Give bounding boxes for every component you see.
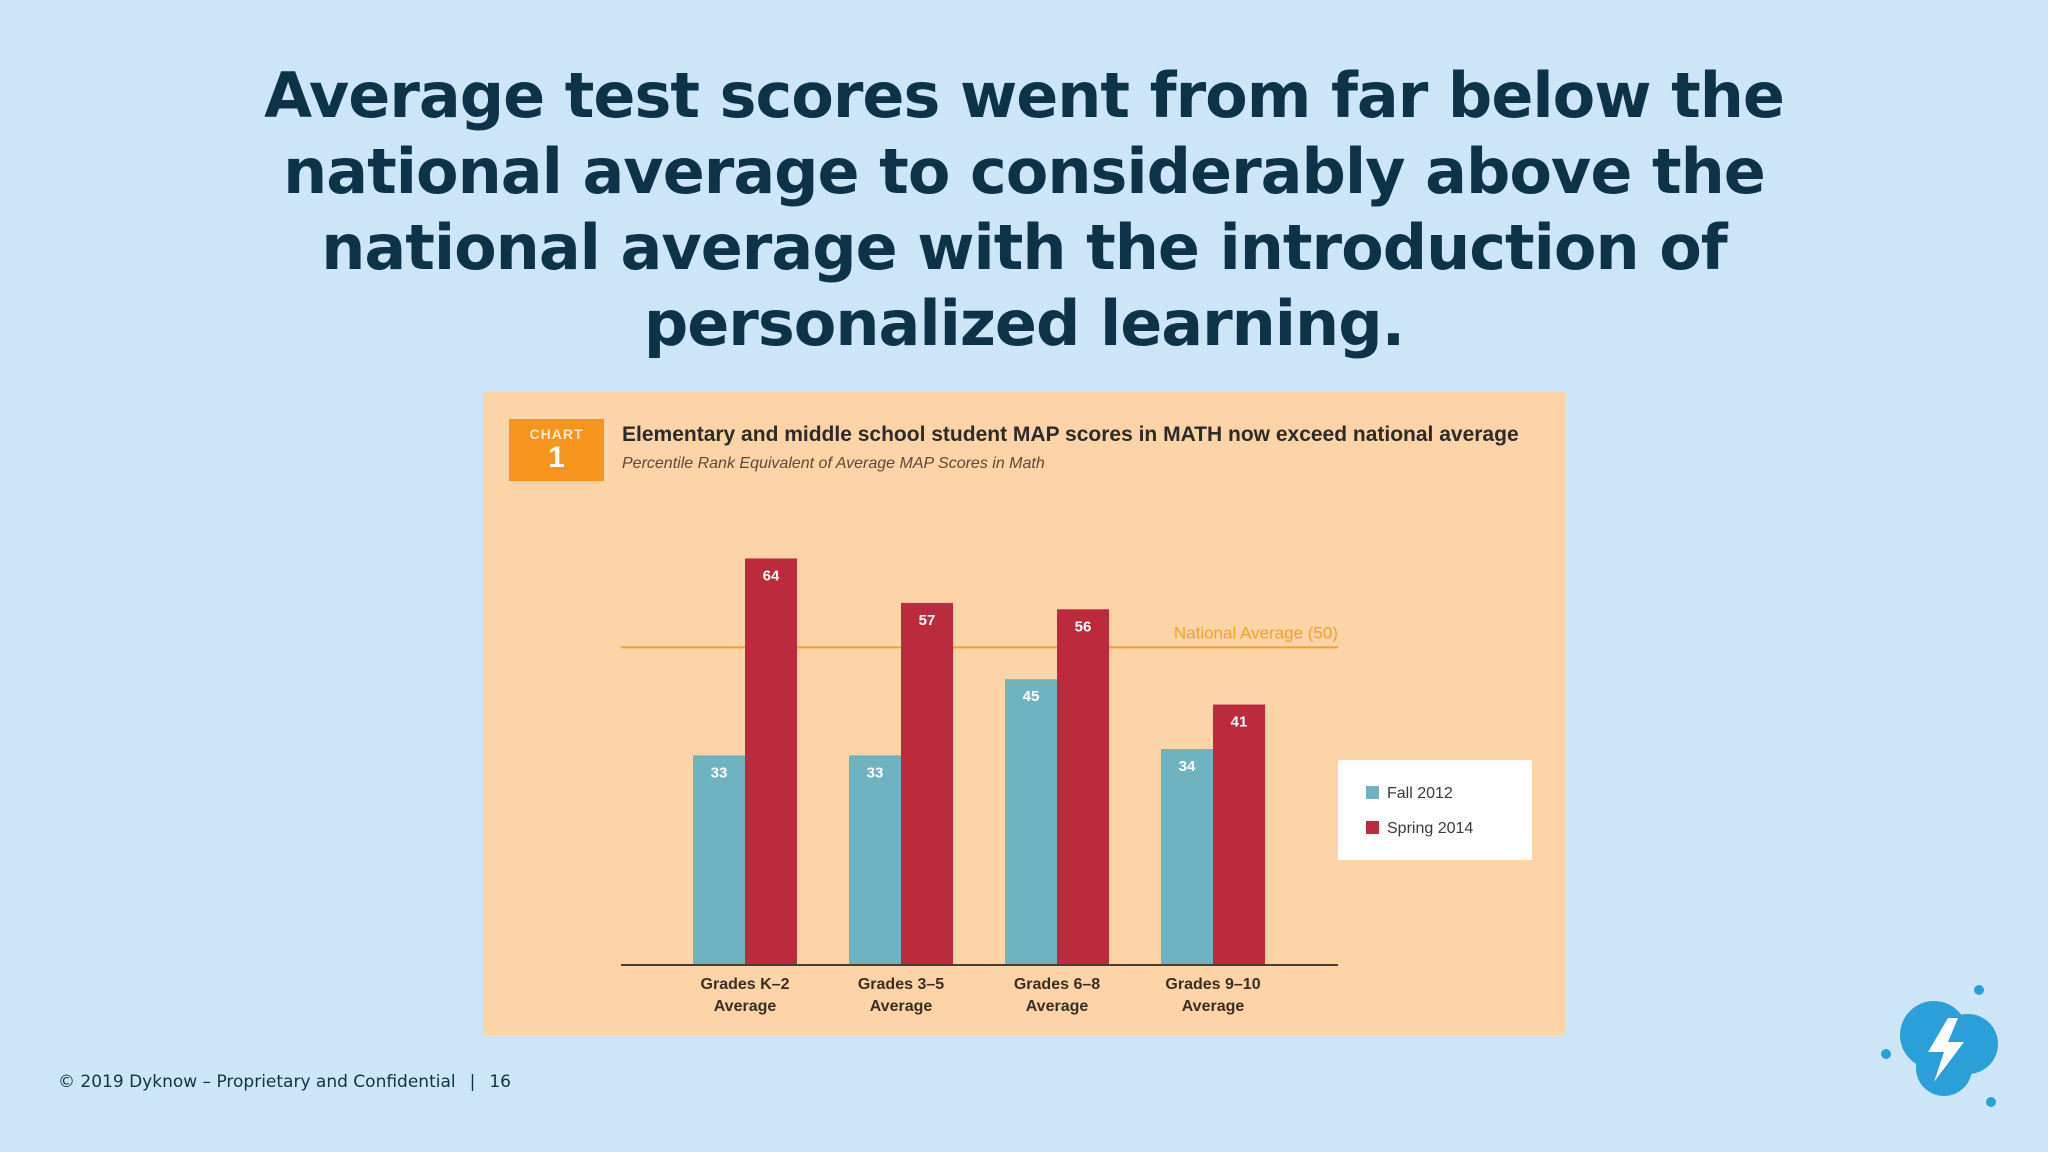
bar-fall-2 [1005, 679, 1057, 965]
category-label-0-1: Average [714, 998, 777, 1015]
page-number: 16 [489, 1072, 511, 1092]
chart-badge-number: 1 [548, 441, 565, 474]
data-label-fall-3: 34 [1179, 758, 1196, 775]
legend-box [1338, 760, 1532, 860]
legend-label-0: Fall 2012 [1387, 785, 1453, 802]
chart-subtitle: Percentile Rank Equivalent of Average MA… [622, 455, 1045, 472]
bar-spring-2 [1057, 609, 1109, 965]
data-label-fall-2: 45 [1023, 688, 1040, 705]
slide-title: Average test scores went from far below … [264, 59, 1785, 360]
legend-label-1: Spring 2014 [1387, 820, 1473, 837]
category-label-1-1: Average [870, 998, 933, 1015]
legend-swatch-1 [1366, 821, 1379, 834]
footer-separator: | [469, 1072, 476, 1092]
category-label-0-0: Grades K–2 [701, 976, 790, 993]
data-label-spring-1: 57 [919, 612, 936, 629]
data-label-spring-2: 56 [1075, 618, 1092, 635]
data-label-fall-0: 33 [711, 764, 728, 781]
bar-spring-1 [901, 602, 953, 965]
data-label-spring-3: 41 [1231, 714, 1248, 731]
dyknow-logo-icon [1881, 985, 1998, 1107]
chart-badge-word: CHART [529, 426, 584, 442]
bar-spring-3 [1213, 704, 1265, 965]
category-label-2-0: Grades 6–8 [1014, 976, 1100, 993]
category-label-1-0: Grades 3–5 [858, 976, 944, 993]
bar-fall-3 [1161, 749, 1213, 965]
bar-spring-0 [745, 558, 797, 965]
bar-chart: National Average (50) 33 64 Grades K–2 Avera… [621, 558, 1532, 1015]
data-label-fall-1: 33 [867, 764, 884, 781]
legend-swatch-0 [1366, 786, 1379, 799]
category-label-3-1: Average [1182, 998, 1245, 1015]
chart-panel: CHART 1 Elementary and middle school stu… [483, 392, 1565, 1035]
bar-fall-1 [849, 755, 901, 965]
data-label-spring-0: 64 [763, 567, 780, 584]
bar-fall-0 [693, 755, 745, 965]
category-label-3-0: Grades 9–10 [1165, 976, 1260, 993]
chart-badge: CHART 1 [509, 419, 604, 481]
footer-copyright: © 2019 Dyknow – Proprietary and Confiden… [58, 1072, 456, 1092]
category-label-2-1: Average [1026, 998, 1089, 1015]
chart-title: Elementary and middle school student MAP… [622, 423, 1519, 446]
national-average-label: National Average (50) [1174, 623, 1338, 642]
footer: © 2019 Dyknow – Proprietary and Confiden… [58, 1072, 511, 1092]
